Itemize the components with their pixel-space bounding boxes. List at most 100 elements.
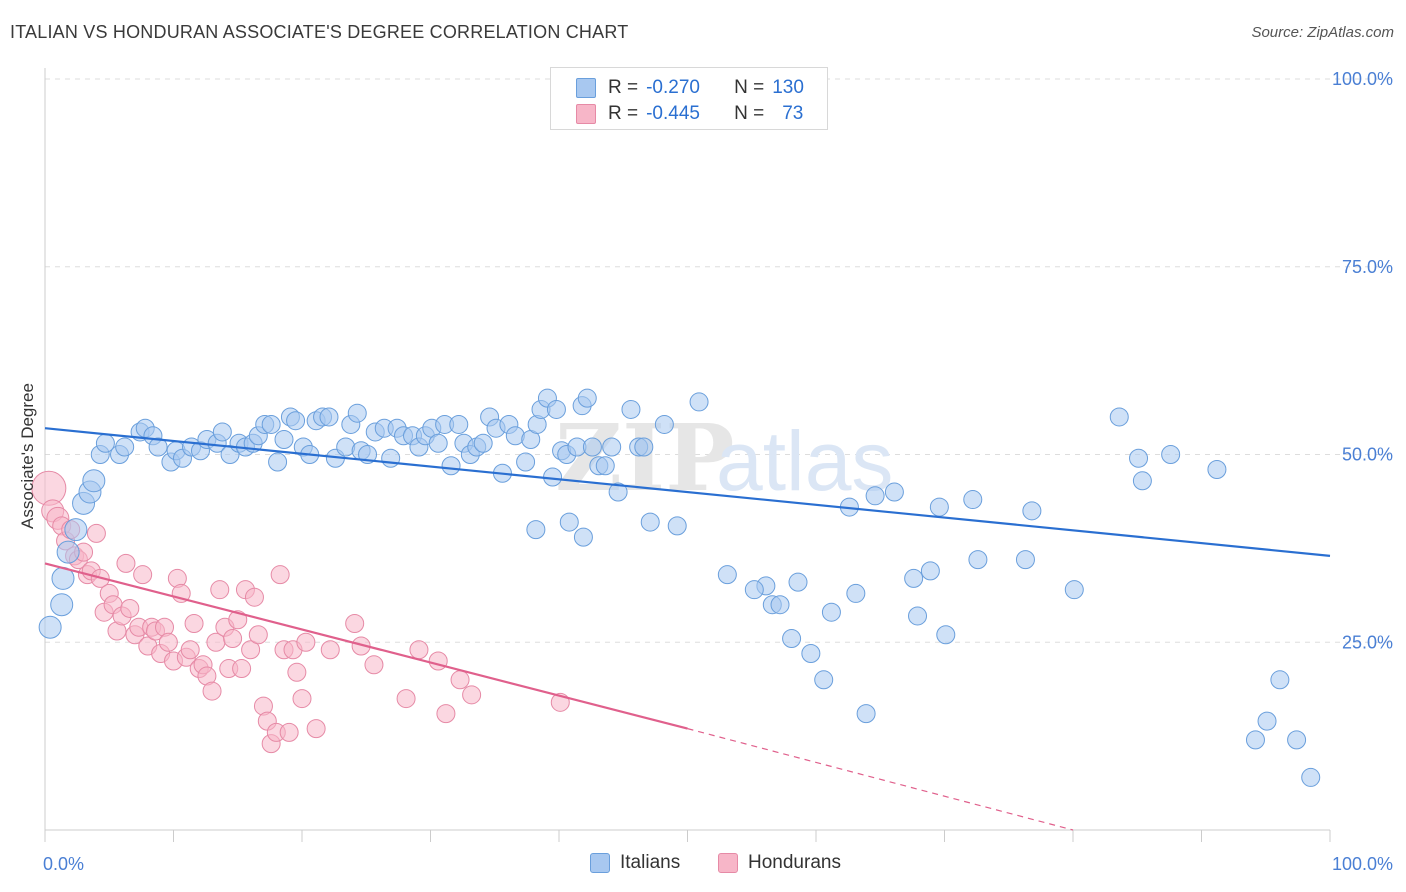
y-tick-label: 50.0%: [1342, 445, 1393, 465]
legend-swatch-italians: [590, 853, 610, 873]
data-point-italians: [473, 433, 493, 453]
data-point-hondurans: [158, 632, 178, 652]
legend-n-label: N =: [734, 77, 765, 98]
data-point-hondurans: [133, 565, 153, 585]
data-point-hondurans: [306, 719, 326, 739]
data-point-italians: [621, 399, 641, 419]
legend-n-value-hondurans: 73: [782, 103, 804, 124]
legend-swatch-italians: [576, 78, 596, 98]
data-point-hondurans: [345, 613, 365, 633]
data-point-italians: [1129, 448, 1149, 468]
data-point-italians: [347, 403, 367, 423]
data-point-italians: [1245, 730, 1265, 750]
data-point-italians: [717, 565, 737, 585]
data-point-italians: [904, 568, 924, 588]
data-point-italians: [821, 602, 841, 622]
data-point-italians: [261, 414, 281, 434]
data-point-italians: [274, 429, 294, 449]
data-point-italians: [64, 518, 88, 542]
data-point-italians: [526, 520, 546, 540]
y-axis-label: Associate's Degree: [18, 383, 37, 529]
data-point-italians: [1207, 460, 1227, 480]
data-point-italians: [814, 670, 834, 690]
data-point-hondurans: [120, 598, 140, 618]
y-tick-label: 100.0%: [1332, 69, 1393, 89]
data-point-italians: [516, 452, 536, 472]
data-point-hondurans: [86, 523, 106, 543]
watermark-zip: ZIP: [555, 404, 734, 512]
data-point-italians: [788, 572, 808, 592]
grid-layer: [45, 78, 1395, 643]
data-point-hondurans: [248, 625, 268, 645]
data-point-italians: [559, 512, 579, 532]
data-point-italians: [319, 407, 339, 427]
axes-layer: [44, 68, 1331, 842]
data-point-italians: [908, 606, 928, 626]
data-point-hondurans: [232, 659, 252, 679]
data-point-italians: [381, 448, 401, 468]
data-point-italians: [846, 583, 866, 603]
data-point-italians: [634, 437, 654, 457]
legend-label-hondurans: Hondurans: [748, 852, 841, 873]
legend-row-hondurans: R = -0.445 N = 73: [576, 103, 803, 125]
legend-n-label: N =: [734, 103, 765, 124]
data-point-italians: [689, 392, 709, 412]
data-point-hondurans: [223, 628, 243, 648]
data-point-hondurans: [244, 587, 264, 607]
legend-swatch-hondurans: [576, 104, 596, 124]
italians-points: [38, 388, 1321, 787]
legend-item-italians: Italians: [590, 852, 680, 874]
data-point-hondurans: [436, 704, 456, 724]
legend-n-value-italians: 130: [772, 77, 804, 98]
data-point-italians: [595, 456, 615, 476]
data-point-hondurans: [320, 640, 340, 660]
source-label: Source: ZipAtlas.com: [1251, 24, 1394, 41]
data-point-italians: [1257, 711, 1277, 731]
legend-swatch-hondurans: [718, 853, 738, 873]
data-point-italians: [115, 437, 135, 457]
data-point-hondurans: [270, 565, 290, 585]
data-point-italians: [782, 628, 802, 648]
trend-line-hondurans: [44, 562, 688, 730]
data-point-hondurans: [184, 613, 204, 633]
data-point-italians: [865, 486, 885, 506]
legend-item-hondurans: Hondurans: [718, 852, 841, 874]
tick-labels: 25.0% 50.0% 75.0% 100.0% 0.0% 100.0%: [43, 69, 1393, 874]
trend-lines: [44, 427, 1331, 831]
legend-r-label: R =: [608, 77, 639, 98]
data-point-italians: [1109, 407, 1129, 427]
data-point-italians: [577, 388, 597, 408]
data-point-italians: [428, 433, 448, 453]
data-point-italians: [963, 490, 983, 510]
data-point-italians: [608, 482, 628, 502]
data-point-italians: [148, 437, 168, 457]
data-point-hondurans: [279, 722, 299, 742]
data-point-italians: [1287, 730, 1307, 750]
data-point-italians: [56, 540, 80, 564]
chart-title: ITALIAN VS HONDURAN ASSOCIATE'S DEGREE C…: [10, 22, 629, 42]
trend-line-italians: [44, 427, 1331, 557]
data-point-italians: [1064, 580, 1084, 600]
data-point-italians: [286, 411, 306, 431]
data-point-italians: [268, 452, 288, 472]
data-point-italians: [212, 422, 232, 442]
legend-bottom: Italians Hondurans: [0, 850, 1406, 880]
data-point-italians: [744, 580, 764, 600]
data-point-italians: [582, 437, 602, 457]
legend-label-italians: Italians: [620, 852, 681, 873]
data-point-italians: [929, 497, 949, 517]
data-point-italians: [1022, 501, 1042, 521]
data-point-italians: [449, 414, 469, 434]
data-point-italians: [602, 437, 622, 457]
data-point-italians: [801, 644, 821, 664]
legend-top: R = -0.270 N = 130 R = -0.445 N = 73: [550, 67, 828, 130]
data-point-hondurans: [364, 655, 384, 675]
data-point-italians: [884, 482, 904, 502]
legend-r-value-italians: -0.270: [646, 77, 700, 98]
y-tick-label: 25.0%: [1342, 632, 1393, 652]
data-point-hondurans: [296, 632, 316, 652]
data-point-italians: [1132, 471, 1152, 491]
data-point-italians: [1301, 767, 1321, 787]
data-point-hondurans: [450, 670, 470, 690]
data-point-italians: [441, 456, 461, 476]
